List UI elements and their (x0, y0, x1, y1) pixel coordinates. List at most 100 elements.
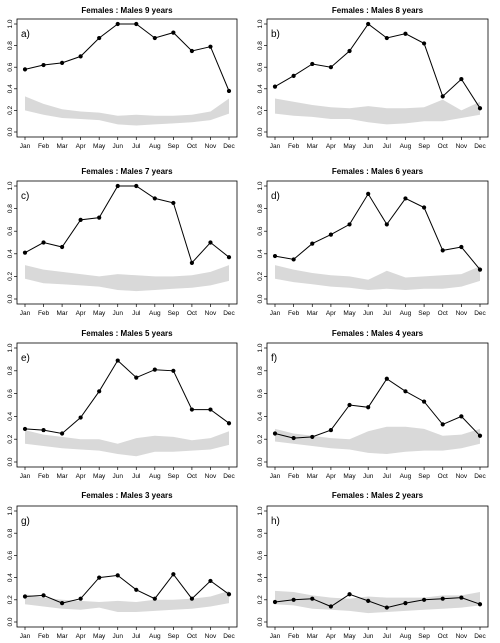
data-point (97, 389, 102, 394)
data-point (171, 368, 176, 373)
series-line (274, 593, 481, 609)
x-tick-label: Aug (149, 633, 161, 640)
data-point (440, 422, 445, 427)
data-point (459, 244, 464, 250)
y-tick-label: 1.0 (7, 343, 14, 352)
x-tick-label: Jan (270, 473, 281, 480)
panel-title: Females : Males 6 years (332, 167, 424, 176)
data-point (226, 88, 232, 94)
x-tick-label: Feb (288, 473, 300, 480)
x-tick-label: Oct (187, 633, 197, 640)
x-tick-label: Feb (288, 310, 300, 317)
y-tick-label: 1.0 (257, 181, 264, 190)
data-point (97, 575, 102, 580)
x-tick-label: Nov (456, 473, 468, 480)
data-point (115, 183, 120, 189)
data-point (421, 399, 427, 404)
panel-label: b) (271, 29, 280, 40)
data-point (291, 73, 296, 78)
series-line (24, 185, 230, 264)
x-tick-label: Jan (270, 143, 281, 150)
y-tick-label: 0.8 (257, 204, 264, 213)
series-line (274, 23, 481, 109)
x-tick-label: Aug (400, 143, 412, 150)
x-tick-label: Apr (76, 473, 87, 480)
data-point (134, 21, 139, 27)
data-point (208, 240, 213, 245)
y-tick-label: 1.0 (257, 343, 264, 352)
x-tick-label: May (93, 633, 106, 640)
data-point (272, 599, 278, 605)
data-point (459, 414, 464, 419)
data-point (78, 596, 83, 601)
y-tick-label: 1.0 (7, 181, 14, 190)
x-tick-label: Oct (187, 310, 197, 317)
y-tick-label: 0.8 (257, 366, 264, 375)
y-tick-label: 0.4 (257, 249, 264, 258)
data-point (171, 200, 176, 206)
series-line (274, 378, 481, 439)
data-point (328, 604, 334, 609)
x-tick-label: Jan (270, 633, 281, 640)
x-tick-label: Aug (149, 473, 161, 480)
x-tick-label: May (343, 473, 356, 480)
x-tick-label: Apr (326, 473, 337, 480)
data-point (310, 241, 315, 246)
x-tick-label: Oct (438, 310, 448, 317)
x-tick-label: Aug (400, 633, 412, 640)
plot-frame (16, 342, 238, 468)
data-point (59, 60, 65, 65)
data-point (421, 41, 427, 46)
x-tick-label: May (343, 143, 356, 150)
y-tick-label: 0.0 (7, 617, 14, 626)
x-tick-label: Jul (132, 143, 141, 150)
y-tick-label: 0.2 (257, 434, 264, 443)
confidence-band (275, 265, 480, 290)
plot-frame (266, 18, 489, 138)
y-tick-label: 0.6 (257, 226, 264, 235)
x-tick-label: Jan (20, 310, 31, 317)
data-point (421, 205, 427, 210)
data-point (328, 427, 334, 433)
panel-label: e) (21, 353, 30, 364)
panel-5: Females : Males 5 years 0.0 0.2 0.4 0.6 0.8 1.… (7, 329, 238, 480)
data-point (403, 601, 408, 606)
y-tick-label: 0.4 (257, 573, 264, 582)
y-tick-label: 0.0 (257, 457, 264, 466)
y-tick-label: 0.4 (7, 84, 14, 93)
x-tick-label: Sep (418, 633, 430, 640)
y-tick-label: 0.4 (257, 84, 264, 93)
x-tick-label: Mar (307, 143, 319, 150)
data-point (226, 421, 232, 426)
data-point (347, 48, 352, 54)
data-point (97, 35, 102, 41)
x-tick-label: Oct (438, 473, 448, 480)
x-tick-label: Sep (168, 310, 180, 317)
x-tick-label: Apr (326, 143, 337, 150)
confidence-band (275, 426, 480, 454)
x-tick-label: Sep (168, 143, 180, 150)
panel-label: c) (21, 191, 29, 202)
x-tick-label: Nov (205, 143, 217, 150)
x-tick-label: Mar (56, 473, 68, 480)
series-line (24, 23, 230, 92)
x-tick-label: May (343, 633, 356, 640)
y-tick-label: 0.8 (7, 528, 14, 537)
x-tick-label: Feb (38, 633, 50, 640)
data-point (384, 35, 389, 41)
panel-title: Females : Males 4 years (332, 329, 424, 338)
data-point (152, 367, 157, 372)
x-tick-label: Jan (270, 310, 281, 317)
y-tick-label: 0.8 (7, 204, 14, 213)
y-tick-label: 0.4 (257, 412, 264, 421)
x-tick-label: Jun (112, 633, 123, 640)
panel-title: Females : Males 5 years (81, 329, 173, 338)
x-tick-label: Nov (205, 473, 217, 480)
data-point (189, 48, 195, 54)
confidence-band (25, 430, 229, 457)
y-tick-label: 0.4 (7, 249, 14, 258)
x-tick-label: Sep (418, 310, 430, 317)
x-tick-label: Jun (112, 473, 123, 480)
x-tick-label: Sep (418, 143, 430, 150)
y-tick-label: 0.6 (7, 551, 14, 560)
